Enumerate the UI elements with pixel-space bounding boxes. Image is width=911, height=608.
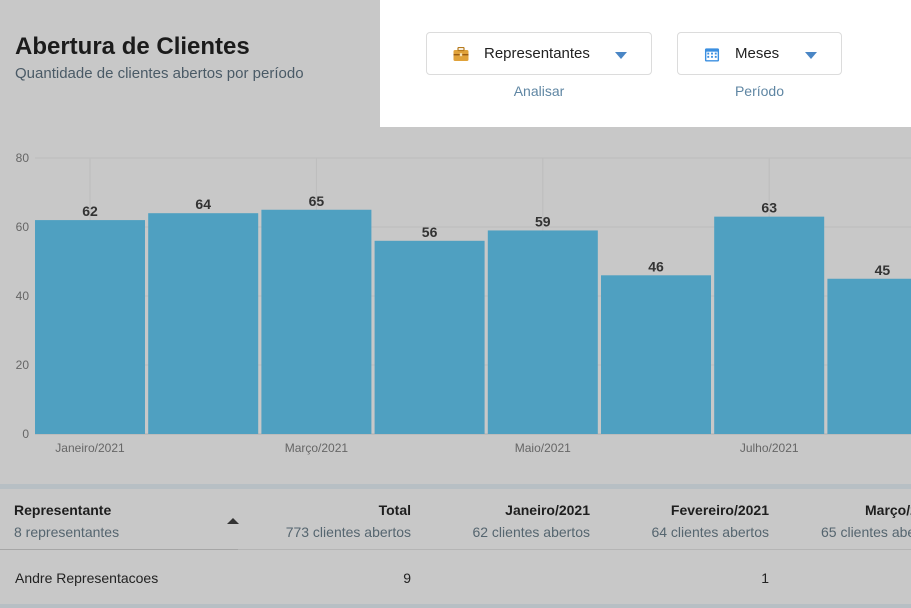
data-label: 65: [309, 193, 325, 209]
filter-panel: Representantes Analisar Meses Período: [380, 0, 911, 127]
column-header-marco[interactable]: Março/2021: [865, 502, 911, 518]
bar: [487, 230, 598, 434]
x-tick-label: Julho/2021: [740, 441, 799, 455]
bar: [374, 240, 485, 434]
y-tick-label: 40: [16, 289, 30, 303]
column-subtitle: 773 clientes abertos: [285, 524, 411, 540]
column-subtitle: 64 clientes abertos: [651, 524, 769, 540]
cell-total: 9: [403, 570, 411, 586]
period-caption: Período: [734, 83, 785, 99]
column-header-janeiro[interactable]: Janeiro/2021: [505, 502, 590, 518]
column-subtitle: 65 clientes abertos: [821, 524, 911, 540]
column-subtitle: 8 representantes: [14, 524, 120, 540]
x-tick-label: Janeiro/2021: [55, 441, 125, 455]
column-subtitle: 62 clientes abertos: [472, 524, 590, 540]
chart-divider: [0, 484, 911, 489]
calendar-icon: [704, 48, 720, 62]
analyze-dropdown[interactable]: Representantes: [426, 32, 652, 75]
y-tick-label: 60: [16, 220, 30, 234]
page-title: Abertura de Clientes: [15, 33, 250, 60]
chevron-down-icon: [615, 52, 627, 59]
data-label: 45: [875, 262, 891, 278]
data-label: 46: [648, 258, 664, 274]
bar: [714, 216, 825, 434]
data-label: 63: [761, 200, 777, 216]
analyze-caption: Analisar: [513, 83, 565, 99]
period-dropdown[interactable]: Meses: [677, 32, 842, 75]
data-label: 64: [195, 196, 211, 212]
data-label: 59: [535, 213, 551, 229]
chevron-down-icon: [805, 52, 817, 59]
period-dropdown-label: Meses: [735, 45, 780, 62]
divider: [0, 549, 238, 550]
bar: [35, 220, 145, 434]
page-header: Abertura de Clientes Quantidade de clien…: [0, 0, 380, 127]
data-label: 62: [82, 203, 98, 219]
column-header-fevereiro[interactable]: Fevereiro/2021: [670, 502, 769, 518]
clients-table: Representante 8 representantes Total 773…: [0, 489, 911, 608]
bar: [827, 278, 911, 434]
briefcase-icon: [453, 47, 469, 61]
bar: [261, 209, 372, 434]
y-tick-label: 0: [22, 427, 29, 441]
x-tick-label: Maio/2021: [515, 441, 571, 455]
cell-fevereiro: 1: [761, 570, 769, 586]
column-header-total[interactable]: Total: [378, 502, 411, 518]
page-subtitle: Quantidade de clientes abertos por perío…: [15, 65, 304, 82]
bar: [148, 213, 259, 434]
y-tick-label: 80: [16, 151, 30, 165]
divider: [0, 549, 911, 550]
y-tick-label: 20: [16, 358, 30, 372]
bar-chart: 0 20 40 60 80 62 64 65 56 59 46 63 45 Janeiro/2021 Mar…: [16, 151, 911, 455]
x-tick-label: Março/2021: [285, 441, 349, 455]
bar: [601, 275, 711, 434]
sort-ascending-icon[interactable]: [227, 518, 239, 524]
analyze-dropdown-label: Representantes: [484, 45, 590, 62]
data-label: 56: [422, 224, 438, 240]
table-bottom-divider: [0, 604, 911, 608]
cell-representante: Andre Representacoes: [15, 570, 159, 586]
column-header-representante[interactable]: Representante: [14, 502, 112, 518]
